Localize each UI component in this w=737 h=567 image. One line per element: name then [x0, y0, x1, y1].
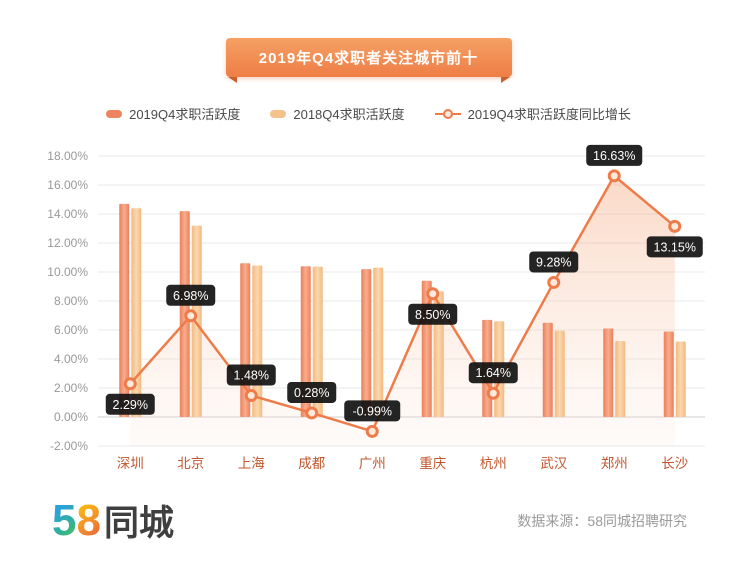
bar-2018-深圳[interactable] [131, 208, 142, 417]
x-tick-label-郑州: 郑州 [601, 456, 628, 471]
y-tick-label: 2.00% [54, 381, 88, 395]
svg-text:2.29%: 2.29% [113, 398, 148, 412]
svg-text:1.48%: 1.48% [234, 369, 269, 383]
growth-label-武汉: 9.28% [529, 251, 579, 273]
x-tick-label-广州: 广州 [359, 456, 386, 471]
y-tick-label: 8.00% [54, 294, 88, 308]
bar-2018-广州[interactable] [373, 267, 384, 417]
growth-label-深圳: 2.29% [105, 393, 155, 415]
y-tick-label: -2.00% [50, 439, 88, 453]
svg-text:6.98%: 6.98% [173, 289, 208, 303]
growth-label-郑州: 16.63% [586, 144, 643, 166]
y-tick-label: 18.00% [47, 149, 88, 163]
svg-text:0.28%: 0.28% [294, 386, 329, 400]
legend-label: 2018Q4求职活跃度 [293, 107, 405, 122]
x-tick-label-成都: 成都 [298, 456, 325, 471]
chart-title: 2019年Q4求职者关注城市前十 [258, 50, 479, 67]
bar-2019-深圳[interactable] [119, 203, 130, 417]
growth-label-上海: 1.48% [226, 364, 276, 386]
svg-text:-0.99%: -0.99% [352, 404, 392, 418]
y-tick-label: 0.00% [54, 410, 88, 424]
legend-item-2[interactable]: 2019Q4求职活跃度同比增长 [434, 104, 631, 123]
bar-2019-广州[interactable] [361, 269, 372, 417]
legend-swatch-bar [270, 109, 287, 118]
growth-point-广州[interactable] [365, 424, 379, 438]
x-tick-label-深圳: 深圳 [117, 456, 144, 471]
growth-label-长沙: 13.15% [646, 236, 703, 258]
logo-text: 同城 [103, 504, 174, 543]
growth-label-杭州: 1.64% [468, 362, 518, 384]
legend: 2019Q4求职活跃度 2018Q4求职活跃度 2019Q4求职活跃度同比增长 [0, 104, 737, 123]
y-tick-label: 10.00% [47, 265, 88, 279]
logo-digit-8: 8 [76, 496, 101, 545]
legend-item-0[interactable]: 2019Q4求职活跃度 [106, 104, 240, 123]
y-tick-label: 4.00% [54, 352, 88, 366]
legend-swatch-bar [106, 109, 123, 118]
bar-2018-郑州[interactable] [615, 341, 626, 417]
growth-point-长沙[interactable] [668, 219, 682, 233]
growth-point-杭州[interactable] [486, 386, 500, 400]
x-tick-label-长沙: 长沙 [661, 456, 688, 471]
y-tick-label: 16.00% [47, 178, 88, 192]
bar-2018-长沙[interactable] [675, 341, 686, 417]
growth-area-fill [130, 175, 675, 446]
x-tick-label-武汉: 武汉 [540, 456, 568, 471]
bar-2018-武汉[interactable] [554, 330, 565, 417]
growth-point-北京[interactable] [184, 309, 198, 323]
legend-label: 2019Q4求职活跃度 [129, 107, 241, 122]
bar-2018-北京[interactable] [191, 225, 202, 417]
growth-point-重庆[interactable] [426, 287, 440, 301]
logo-digit-5: 5 [52, 496, 77, 545]
growth-label-北京: 6.98% [166, 284, 216, 306]
title-banner: 2019年Q4求职者关注城市前十 [225, 38, 512, 83]
growth-point-武汉[interactable] [547, 275, 561, 289]
logo-58tongcheng: 5 8 同城 [52, 499, 174, 543]
svg-text:16.63%: 16.63% [593, 149, 635, 163]
growth-point-郑州[interactable] [607, 169, 621, 183]
growth-label-重庆: 8.50% [408, 303, 458, 325]
growth-label-成都: 0.28% [287, 381, 337, 403]
svg-text:9.28%: 9.28% [536, 255, 571, 269]
combo-chart: 18.00% 16.00% 14.00% 12.00% 10.00% 8.00% 6.00%… [47, 144, 705, 471]
chart-area: 18.00% 16.00% 14.00% 12.00% 10.00% 8.00% 6.00%… [0, 128, 737, 480]
y-tick-label: 6.00% [54, 323, 88, 337]
growth-point-深圳[interactable] [123, 377, 137, 391]
x-tick-label-杭州: 杭州 [480, 456, 507, 471]
bar-2019-成都[interactable] [300, 266, 311, 417]
growth-point-上海[interactable] [244, 389, 258, 403]
svg-text:13.15%: 13.15% [654, 240, 696, 254]
growth-label-广州: -0.99% [344, 400, 401, 422]
bar-2019-武汉[interactable] [542, 322, 553, 417]
bar-2018-成都[interactable] [312, 266, 323, 417]
bar-2019-长沙[interactable] [663, 331, 674, 417]
y-tick-label: 12.00% [47, 236, 88, 250]
growth-point-成都[interactable] [305, 406, 319, 420]
legend-item-1[interactable]: 2018Q4求职活跃度 [270, 104, 405, 123]
data-source: 数据来源：58同城招聘研究 [517, 513, 687, 529]
x-tick-label-重庆: 重庆 [419, 456, 446, 471]
x-tick-label-北京: 北京 [177, 456, 204, 471]
bar-2019-郑州[interactable] [603, 328, 614, 417]
growth-line [129, 174, 676, 433]
y-tick-label: 14.00% [47, 207, 88, 221]
legend-label: 2019Q4求职活跃度同比增长 [467, 107, 631, 122]
x-tick-label-上海: 上海 [238, 456, 265, 471]
legend-swatch-line [434, 108, 461, 119]
svg-text:1.64%: 1.64% [476, 366, 511, 380]
svg-text:8.50%: 8.50% [415, 308, 450, 322]
